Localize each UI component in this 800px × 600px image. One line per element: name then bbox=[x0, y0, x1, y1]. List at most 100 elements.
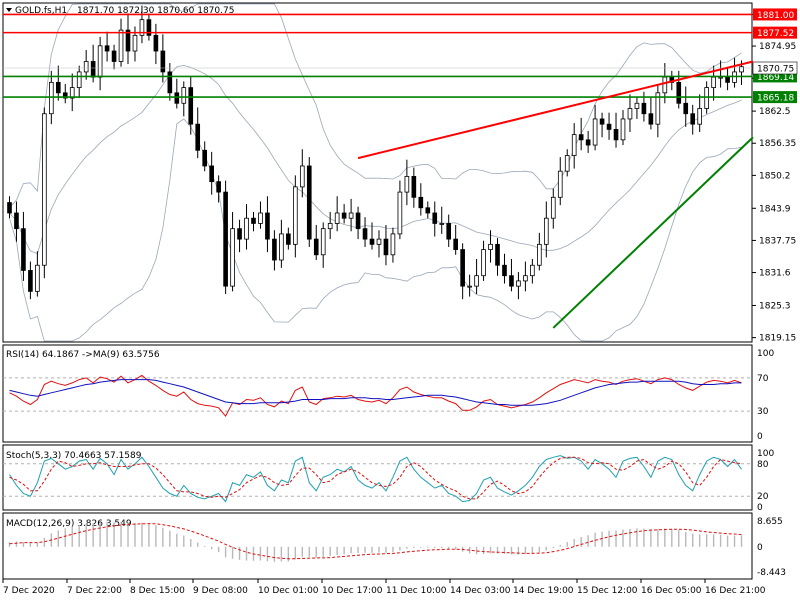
stochastic-panel-frame bbox=[2, 444, 753, 511]
candle-body bbox=[90, 61, 96, 78]
horizontal-levels[interactable]: 1881.00 1877.52 1869.14 1865.18 1870.75 bbox=[3, 8, 798, 104]
candle-body bbox=[265, 212, 270, 240]
candle-body bbox=[599, 118, 605, 125]
level-price-label: 1869.14 bbox=[757, 73, 794, 83]
price-tick-label: 1831.6 bbox=[759, 269, 791, 279]
candle-body bbox=[313, 238, 319, 256]
level-price-tag bbox=[753, 8, 797, 21]
stochastic-tick-label: 100 bbox=[757, 449, 774, 459]
trendline bbox=[357, 60, 754, 160]
candle-body bbox=[432, 212, 438, 224]
rsi-tick-label: 0 bbox=[757, 432, 763, 442]
candle-body bbox=[530, 264, 535, 277]
candle-body bbox=[195, 123, 201, 151]
candle-body bbox=[474, 275, 479, 287]
time-tick-label: 16 Dec 21:00 bbox=[705, 586, 766, 596]
candle-body bbox=[244, 217, 249, 240]
candle-body bbox=[153, 34, 159, 52]
candle-body bbox=[613, 128, 619, 141]
candle-body bbox=[202, 149, 208, 167]
candle-body bbox=[306, 165, 312, 240]
candle-body bbox=[502, 264, 507, 277]
candle-body bbox=[69, 87, 75, 99]
time-tick-label: 16 Dec 05:00 bbox=[641, 586, 702, 596]
candle-body bbox=[537, 243, 542, 266]
stochastic-tick-label: 0 bbox=[757, 503, 763, 513]
candle-body bbox=[111, 50, 117, 62]
macd-label: MACD(12,26,9) 3.826 3.549 bbox=[6, 519, 132, 529]
candle-body bbox=[453, 238, 458, 250]
candle-body bbox=[299, 165, 305, 188]
price-tick-label: 1850.2 bbox=[759, 171, 791, 181]
candle-body bbox=[523, 275, 528, 282]
candle-body bbox=[104, 45, 110, 52]
candle-body bbox=[293, 186, 298, 245]
candle-body bbox=[564, 155, 570, 172]
candle-body bbox=[648, 113, 654, 125]
candle-body bbox=[97, 45, 103, 78]
candle-body bbox=[704, 87, 709, 109]
macd-panel[interactable]: MACD(12,26,9) 3.826 3.549 8.655 0 -8.443 bbox=[2, 512, 786, 580]
candle-body bbox=[237, 228, 242, 240]
candle-body bbox=[543, 217, 549, 245]
candle-body bbox=[146, 19, 152, 36]
candle-body bbox=[488, 243, 493, 250]
candle-body bbox=[509, 275, 514, 287]
time-axis: 7 Dec 2020 7 Dec 22:00 8 Dec 15:00 9 Dec 08… bbox=[2, 579, 766, 596]
candle-body bbox=[21, 228, 26, 271]
time-tick-label: 14 Dec 19:00 bbox=[513, 586, 574, 596]
candle-body bbox=[216, 181, 221, 193]
candle-body bbox=[383, 238, 389, 256]
macd-tick-label: 8.655 bbox=[757, 517, 783, 527]
rsi-lines bbox=[9, 374, 742, 417]
macd-panel-frame bbox=[2, 512, 753, 580]
candle-body bbox=[14, 212, 19, 230]
candle-body bbox=[676, 81, 682, 104]
candle-body bbox=[683, 102, 689, 115]
candle-body bbox=[62, 92, 68, 99]
rsi-panel[interactable]: RSI(14) 64.1867 ->MA(9) 63.5756 100 70 30 0 bbox=[2, 344, 774, 443]
candle-body bbox=[697, 108, 703, 125]
candle-body bbox=[125, 29, 131, 52]
stochastic-main-line bbox=[9, 455, 742, 503]
candle-body bbox=[418, 196, 424, 209]
candle-body bbox=[690, 113, 696, 125]
candle-body bbox=[411, 176, 417, 198]
candle-body bbox=[251, 217, 256, 224]
candle-body bbox=[7, 202, 12, 214]
symbol-menu-triangle-icon[interactable] bbox=[6, 8, 12, 12]
candle-body bbox=[592, 118, 598, 146]
candle-body bbox=[55, 81, 61, 94]
price-panel-frame bbox=[2, 2, 753, 343]
stochastic-signal-line bbox=[9, 456, 742, 500]
level-price-label: 1865.18 bbox=[757, 94, 794, 104]
candle-body bbox=[578, 134, 584, 141]
ohlc-header: 1871.70 1872.30 1870.60 1870.75 bbox=[77, 6, 234, 16]
price-tick-label: 1825.3 bbox=[759, 301, 791, 311]
candle-body bbox=[739, 66, 744, 73]
candle-body bbox=[571, 134, 577, 156]
candlesticks bbox=[7, 5, 744, 300]
candle-body bbox=[341, 212, 347, 219]
candle-body bbox=[362, 228, 368, 240]
candle-body bbox=[725, 76, 730, 83]
macd-axis: 8.655 0 -8.443 bbox=[757, 517, 786, 578]
candle-body bbox=[174, 92, 180, 104]
candle-body bbox=[230, 228, 235, 287]
price-panel[interactable]: 1819.15 1825.3 1831.6 1837.75 1843.9 1850.2 18… bbox=[2, 2, 798, 344]
stochastic-label: Stoch(5,3,3) 70.4663 57.1589 bbox=[6, 451, 142, 461]
candle-body bbox=[718, 76, 723, 79]
level-price-label: 1881.00 bbox=[757, 11, 794, 21]
trendlines[interactable] bbox=[357, 60, 754, 329]
macd-signal-line bbox=[9, 523, 742, 560]
candle-body bbox=[369, 238, 375, 245]
time-tick-label: 7 Dec 2020 bbox=[3, 586, 55, 596]
rsi-panel-frame bbox=[2, 344, 753, 443]
candle-body bbox=[404, 176, 410, 193]
candle-body bbox=[139, 19, 145, 36]
price-tick-label: 1856.35 bbox=[759, 139, 796, 149]
candle-body bbox=[286, 233, 291, 245]
